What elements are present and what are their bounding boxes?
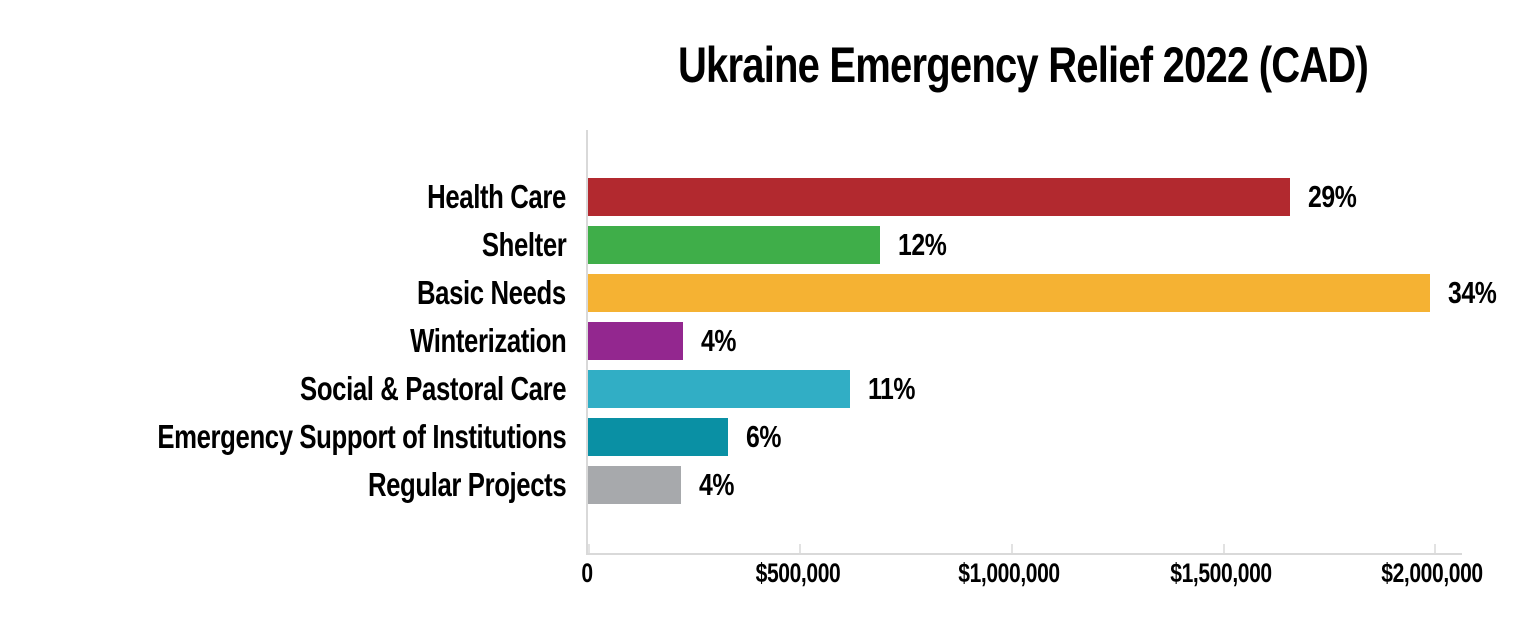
bar-shelter	[588, 226, 880, 264]
plot-area: 29% 12% 34% 4% 11% 6% 4%	[586, 130, 1497, 555]
bar-row: 29%	[588, 178, 1369, 216]
value-label-regular-projects: 4%	[699, 467, 735, 502]
x-tick-label-1000000: $1,000,000	[958, 558, 1060, 588]
value-label-social-pastoral-care: 11%	[868, 371, 916, 406]
bar-emergency-support-institutions	[588, 418, 728, 456]
value-label-basic-needs: 34%	[1448, 275, 1497, 310]
x-axis-tick-mark	[1011, 544, 1013, 553]
value-label-winterization: 4%	[701, 323, 737, 358]
x-axis-tick-mark	[1223, 544, 1225, 553]
category-label-basic-needs: Basic Needs	[417, 274, 566, 311]
category-label-emergency-support-institutions: Emergency Support of Institutions	[156, 418, 566, 455]
category-label-winterization: Winterization	[409, 322, 567, 359]
x-axis-tick-mark	[588, 544, 590, 553]
y-axis-category-labels: Health Care Shelter Basic Needs Winteriz…	[0, 130, 566, 553]
x-tick-label-500000: $500,000	[755, 558, 841, 588]
bar-row: 4%	[588, 322, 745, 360]
bar-winterization	[588, 322, 683, 360]
value-label-shelter: 12%	[898, 227, 947, 262]
bar-row: 34%	[588, 274, 1509, 312]
x-axis-tick-mark	[799, 544, 801, 553]
x-tick-label-1500000: $1,500,000	[1170, 558, 1272, 588]
value-label-health-care: 29%	[1308, 179, 1357, 214]
x-axis-tick-mark	[1434, 544, 1436, 553]
x-tick-label-0: 0	[581, 558, 593, 588]
value-label-emergency-support-institutions: 6%	[746, 419, 782, 454]
bar-row: 4%	[588, 466, 743, 504]
category-label-regular-projects: Regular Projects	[367, 466, 567, 503]
category-label-shelter: Shelter	[481, 226, 566, 263]
x-tick-label-2000000: $2,000,000	[1381, 558, 1483, 588]
category-label-social-pastoral-care: Social & Pastoral Care	[299, 370, 566, 407]
chart-title: Ukraine Emergency Relief 2022 (CAD)	[677, 37, 1369, 93]
bar-health-care	[588, 178, 1290, 216]
bar-row: 12%	[588, 226, 959, 264]
bar-regular-projects	[588, 466, 681, 504]
x-axis-tick-labels: 0 $500,000 $1,000,000 $1,500,000 $2,000,…	[581, 558, 1483, 598]
bar-social-pastoral-care	[588, 370, 850, 408]
bar-basic-needs	[588, 274, 1430, 312]
bar-row: 6%	[588, 418, 790, 456]
bar-row: 11%	[588, 370, 927, 408]
category-label-health-care: Health Care	[427, 178, 566, 215]
